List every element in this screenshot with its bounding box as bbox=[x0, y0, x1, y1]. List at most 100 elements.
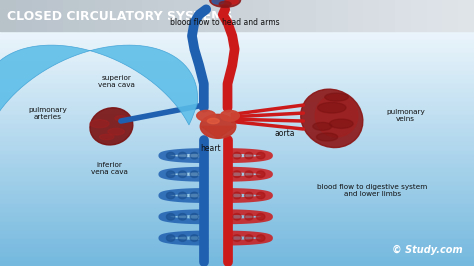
Bar bbox=[0, 18, 474, 22]
Bar bbox=[0, 226, 474, 231]
Ellipse shape bbox=[100, 134, 114, 140]
Ellipse shape bbox=[325, 93, 348, 101]
Ellipse shape bbox=[245, 171, 253, 178]
Bar bbox=[253, 0, 269, 31]
Bar bbox=[0, 217, 474, 222]
Ellipse shape bbox=[256, 171, 265, 178]
Ellipse shape bbox=[233, 235, 241, 242]
Ellipse shape bbox=[190, 152, 199, 159]
Ellipse shape bbox=[166, 213, 175, 220]
Bar bbox=[0, 155, 474, 160]
Bar bbox=[0, 204, 474, 208]
Bar bbox=[205, 0, 221, 31]
Bar bbox=[0, 244, 474, 248]
Ellipse shape bbox=[256, 235, 265, 242]
Bar bbox=[16, 0, 32, 31]
Bar bbox=[0, 106, 474, 111]
Ellipse shape bbox=[245, 192, 253, 199]
Text: pulmonary
veins: pulmonary veins bbox=[386, 109, 425, 122]
Text: superior
vena cava: superior vena cava bbox=[98, 75, 135, 88]
Polygon shape bbox=[0, 45, 198, 163]
Bar bbox=[0, 200, 474, 204]
Bar bbox=[316, 0, 332, 31]
Ellipse shape bbox=[315, 94, 358, 137]
Text: blood flow to digestive system
and lower limbs: blood flow to digestive system and lower… bbox=[317, 184, 427, 197]
Bar bbox=[0, 5, 474, 9]
Ellipse shape bbox=[313, 122, 332, 130]
Bar bbox=[332, 0, 347, 31]
Ellipse shape bbox=[178, 152, 187, 159]
Bar bbox=[0, 0, 474, 5]
Bar bbox=[63, 0, 79, 31]
Ellipse shape bbox=[233, 192, 241, 199]
Bar bbox=[0, 0, 16, 31]
Bar bbox=[127, 0, 142, 31]
Text: © Study.com: © Study.com bbox=[392, 245, 462, 255]
Bar bbox=[0, 98, 474, 102]
Text: aorta: aorta bbox=[274, 128, 295, 138]
Ellipse shape bbox=[316, 133, 337, 141]
Ellipse shape bbox=[178, 235, 187, 242]
Bar bbox=[0, 151, 474, 155]
Ellipse shape bbox=[190, 171, 199, 178]
Ellipse shape bbox=[212, 0, 224, 4]
Bar bbox=[0, 231, 474, 235]
Bar bbox=[79, 0, 95, 31]
Bar bbox=[0, 58, 474, 62]
Ellipse shape bbox=[233, 152, 241, 159]
Bar bbox=[0, 66, 474, 71]
Bar bbox=[0, 44, 474, 49]
Bar bbox=[158, 0, 174, 31]
Bar bbox=[0, 9, 474, 13]
Ellipse shape bbox=[233, 213, 241, 220]
Text: inferior
vena cava: inferior vena cava bbox=[91, 163, 128, 175]
Ellipse shape bbox=[245, 235, 253, 242]
Ellipse shape bbox=[108, 128, 124, 135]
Ellipse shape bbox=[178, 213, 187, 220]
Ellipse shape bbox=[178, 192, 187, 199]
Ellipse shape bbox=[190, 235, 199, 242]
Bar bbox=[0, 53, 474, 58]
Bar bbox=[364, 0, 379, 31]
Ellipse shape bbox=[256, 213, 265, 220]
Bar bbox=[269, 0, 284, 31]
Bar bbox=[442, 0, 458, 31]
Ellipse shape bbox=[210, 0, 240, 7]
Ellipse shape bbox=[178, 171, 187, 178]
Bar bbox=[0, 239, 474, 244]
Bar bbox=[379, 0, 395, 31]
Bar bbox=[0, 191, 474, 195]
Ellipse shape bbox=[220, 110, 239, 121]
Bar bbox=[47, 0, 63, 31]
Bar bbox=[411, 0, 427, 31]
Bar bbox=[0, 120, 474, 124]
Bar bbox=[284, 0, 300, 31]
Ellipse shape bbox=[190, 213, 199, 220]
Bar bbox=[0, 13, 474, 18]
Bar bbox=[395, 0, 411, 31]
Text: heart: heart bbox=[201, 144, 221, 153]
Bar bbox=[0, 62, 474, 66]
Bar bbox=[0, 253, 474, 257]
Bar bbox=[0, 128, 474, 133]
Bar bbox=[0, 138, 474, 142]
Bar bbox=[0, 111, 474, 115]
Bar bbox=[0, 93, 474, 98]
Polygon shape bbox=[201, 126, 235, 138]
Bar bbox=[458, 0, 474, 31]
Bar bbox=[0, 102, 474, 106]
Bar bbox=[0, 84, 474, 89]
Ellipse shape bbox=[90, 108, 133, 145]
Text: CLOSED CIRCULATORY SYSTEMS: CLOSED CIRCULATORY SYSTEMS bbox=[7, 10, 233, 23]
Ellipse shape bbox=[166, 152, 175, 159]
Bar bbox=[0, 164, 474, 168]
Bar bbox=[0, 177, 474, 182]
Text: blood flow to head and arms: blood flow to head and arms bbox=[170, 18, 280, 27]
Bar bbox=[0, 248, 474, 253]
Bar bbox=[0, 27, 474, 31]
Bar bbox=[0, 160, 474, 164]
Ellipse shape bbox=[90, 120, 109, 128]
Bar bbox=[0, 168, 474, 173]
Ellipse shape bbox=[318, 102, 346, 113]
Bar bbox=[0, 195, 474, 200]
